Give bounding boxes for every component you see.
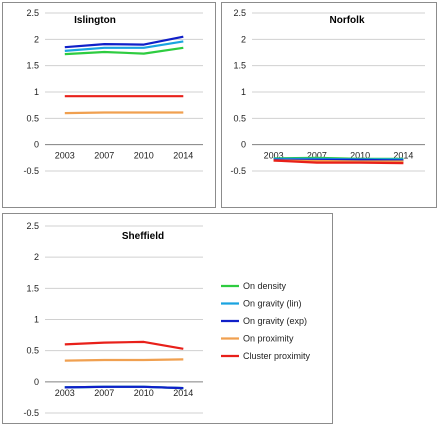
x-tick-label: 2014 <box>393 151 413 161</box>
y-tick-label: 1 <box>34 87 39 97</box>
series-line-on-proximity <box>64 358 184 362</box>
x-tick-label: 2003 <box>55 388 75 398</box>
series-line-on-density <box>64 46 184 56</box>
y-tick-label: 0 <box>34 377 39 387</box>
y-tick-label: 2.5 <box>233 8 246 18</box>
y-tick-label: -0.5 <box>230 166 246 176</box>
chart-svg-sheffield: 2.5 2 1.5 1 0.5 0 -0.5 2003 2007 2010 2014 Sheffiel… <box>23 221 311 418</box>
legend-label: On density <box>243 281 287 291</box>
series-line-cluster-proximity <box>64 340 184 350</box>
panel-title: Sheffield <box>122 231 164 242</box>
chart-svg-islington: 2.5 2 1.5 1 0.5 0 -0.5 2003 2007 2010 2014 Islingto… <box>23 8 203 176</box>
y-tick-label: 1 <box>34 315 39 325</box>
chart-panel-sheffield: 2.5 2 1.5 1 0.5 0 -0.5 2003 2007 2010 2014 Sheffiel… <box>2 213 333 424</box>
y-tick-label: 1.5 <box>26 283 39 293</box>
x-tick-label: 2014 <box>173 151 193 161</box>
series-line-cluster-proximity <box>273 159 404 165</box>
chart-panel-islington: 2.5 2 1.5 1 0.5 0 -0.5 2003 2007 2010 2014 Islingto… <box>2 2 216 208</box>
panel-title: Islington <box>74 15 116 26</box>
x-tick-label: 2003 <box>264 151 284 161</box>
legend-label: On gravity (lin) <box>243 299 302 309</box>
x-tick-label: 2003 <box>55 151 75 161</box>
y-tick-label: 0.5 <box>26 346 39 356</box>
x-tick-label: 2007 <box>94 151 114 161</box>
x-tick-label: 2014 <box>173 388 193 398</box>
x-tick-label: 2010 <box>134 388 154 398</box>
y-tick-label: -0.5 <box>23 166 39 176</box>
x-tick-label: 2010 <box>350 151 370 161</box>
y-tick-label: 2.5 <box>26 8 39 18</box>
y-tick-label: 0.5 <box>26 113 39 123</box>
series-line-on-gravity-exp <box>64 385 184 390</box>
y-tick-label: 2 <box>241 34 246 44</box>
y-tick-label: 1 <box>241 87 246 97</box>
y-tick-label: 1.5 <box>26 61 39 71</box>
panel-title: Norfolk <box>330 15 365 26</box>
series-line-on-gravity-lin <box>64 40 184 52</box>
chart-panel-norfolk: 2.5 2 1.5 1 0.5 0 -0.5 2003 2007 2010 2014 Norfolk <box>221 2 437 208</box>
y-tick-label: 1.5 <box>233 61 246 71</box>
y-tick-label: 0.5 <box>233 113 246 123</box>
y-tick-label: -0.5 <box>23 408 39 418</box>
x-tick-label: 2010 <box>134 151 154 161</box>
chart-svg-norfolk: 2.5 2 1.5 1 0.5 0 -0.5 2003 2007 2010 2014 Norfolk <box>230 8 425 176</box>
x-tick-label: 2007 <box>94 388 114 398</box>
series-line-on-gravity-exp <box>64 35 184 49</box>
series-line-on-proximity <box>64 111 184 115</box>
y-tick-label: 2 <box>34 34 39 44</box>
y-tick-label: 0 <box>241 140 246 150</box>
legend-label: Cluster proximity <box>243 351 311 361</box>
legend-label: On gravity (exp) <box>243 316 307 326</box>
y-tick-label: 2.5 <box>26 221 39 231</box>
legend-label: On proximity <box>243 334 294 344</box>
y-tick-label: 2 <box>34 252 39 262</box>
x-tick-label: 2007 <box>307 151 327 161</box>
y-tick-label: 0 <box>34 140 39 150</box>
